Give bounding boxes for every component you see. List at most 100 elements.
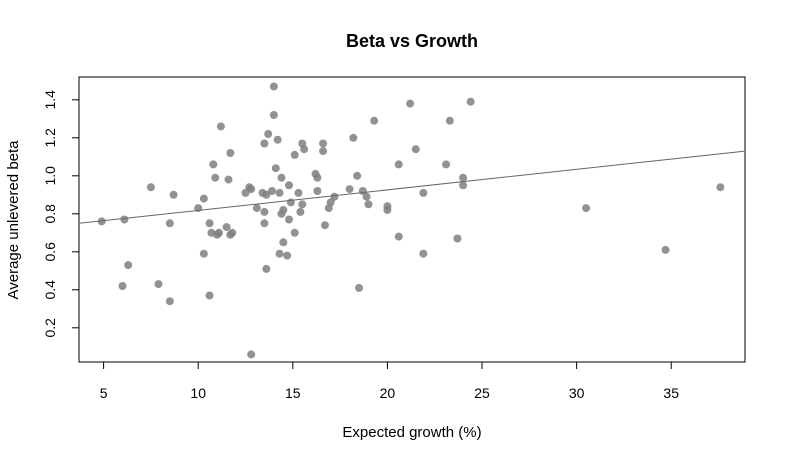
data-point [349,133,358,142]
data-point [300,145,309,154]
data-point [165,219,174,228]
data-point [228,228,237,237]
data-point [209,160,218,169]
data-point [260,139,269,148]
data-point [290,228,299,237]
x-axis-label: Expected growth (%) [342,424,481,441]
data-point [252,204,261,213]
data-point [661,245,670,254]
y-axis-label: Average unlevered beta [5,140,22,300]
data-point [298,200,307,209]
data-point [313,187,322,195]
data-point [97,217,106,226]
data-point [199,194,208,203]
data-point [262,190,271,199]
data-point [319,147,328,156]
data-point [146,183,155,192]
data-point [353,171,362,180]
y-tick-label: 0.4 [42,280,58,300]
data-point [205,219,214,228]
y-axis: 0.2 0.4 0.6 0.8 1.0 1.2 1.4 [42,90,80,338]
data-point [716,183,725,192]
data-point [269,111,278,119]
data-point [419,249,428,258]
data-point [277,173,286,182]
data-point [466,97,475,106]
data-point [296,207,305,216]
chart-title: Beta vs Growth [346,31,478,51]
data-point [283,251,292,260]
data-point [260,219,269,228]
x-axis: 5 10 15 20 25 30 35 [100,361,679,401]
data-point [290,150,299,159]
data-point [226,149,235,157]
data-point [320,221,329,230]
data-point [419,188,428,197]
x-tick-label: 15 [285,385,301,401]
data-point [165,297,174,306]
x-tick-label: 20 [380,385,396,401]
data-point [355,283,364,292]
data-point [319,139,328,148]
data-point [154,280,163,289]
data-point [269,82,278,91]
x-tick-label: 10 [190,385,206,401]
data-points [97,82,725,359]
data-point [264,130,273,138]
data-point [394,232,403,241]
data-point [362,192,371,201]
data-point [169,190,178,199]
data-point [453,234,462,243]
data-point [215,228,224,237]
data-point [267,187,276,195]
data-point [199,249,208,258]
data-point [279,206,288,214]
data-point [285,181,294,190]
data-point [275,249,284,258]
data-point [442,160,451,169]
data-point [459,173,468,182]
data-point [120,215,129,224]
data-point [247,350,256,359]
y-tick-label: 0.8 [42,204,58,224]
data-point [273,135,282,144]
data-point [275,188,284,197]
data-point [247,185,256,194]
data-point [330,192,339,201]
data-point [582,204,591,213]
data-point [411,145,420,154]
data-point [345,185,354,194]
data-point [394,160,403,169]
trend-line-layer [78,150,746,224]
data-point [211,173,220,182]
data-point [313,173,322,182]
data-point [279,238,288,247]
y-tick-label: 1.0 [42,166,58,186]
y-tick-label: 0.2 [42,318,58,338]
x-tick-label: 5 [100,385,108,401]
data-point [222,223,231,232]
data-point [294,188,303,197]
data-point [118,282,127,290]
trend-line [78,150,746,224]
data-point [445,116,454,125]
data-point [285,215,294,224]
data-point [224,175,233,184]
y-tick-label: 1.2 [42,128,58,148]
data-point [364,200,373,209]
data-point [124,261,133,270]
y-tick-label: 0.6 [42,242,58,262]
plot-area-frame [78,76,746,363]
data-point [459,181,468,190]
data-point [406,99,415,108]
x-tick-label: 25 [474,385,490,401]
data-point [383,206,392,214]
x-tick-label: 30 [569,385,585,401]
y-tick-label: 1.4 [42,90,58,110]
data-point [271,164,280,173]
data-point [241,188,250,197]
x-tick-label: 35 [663,385,679,401]
data-point [216,122,225,131]
